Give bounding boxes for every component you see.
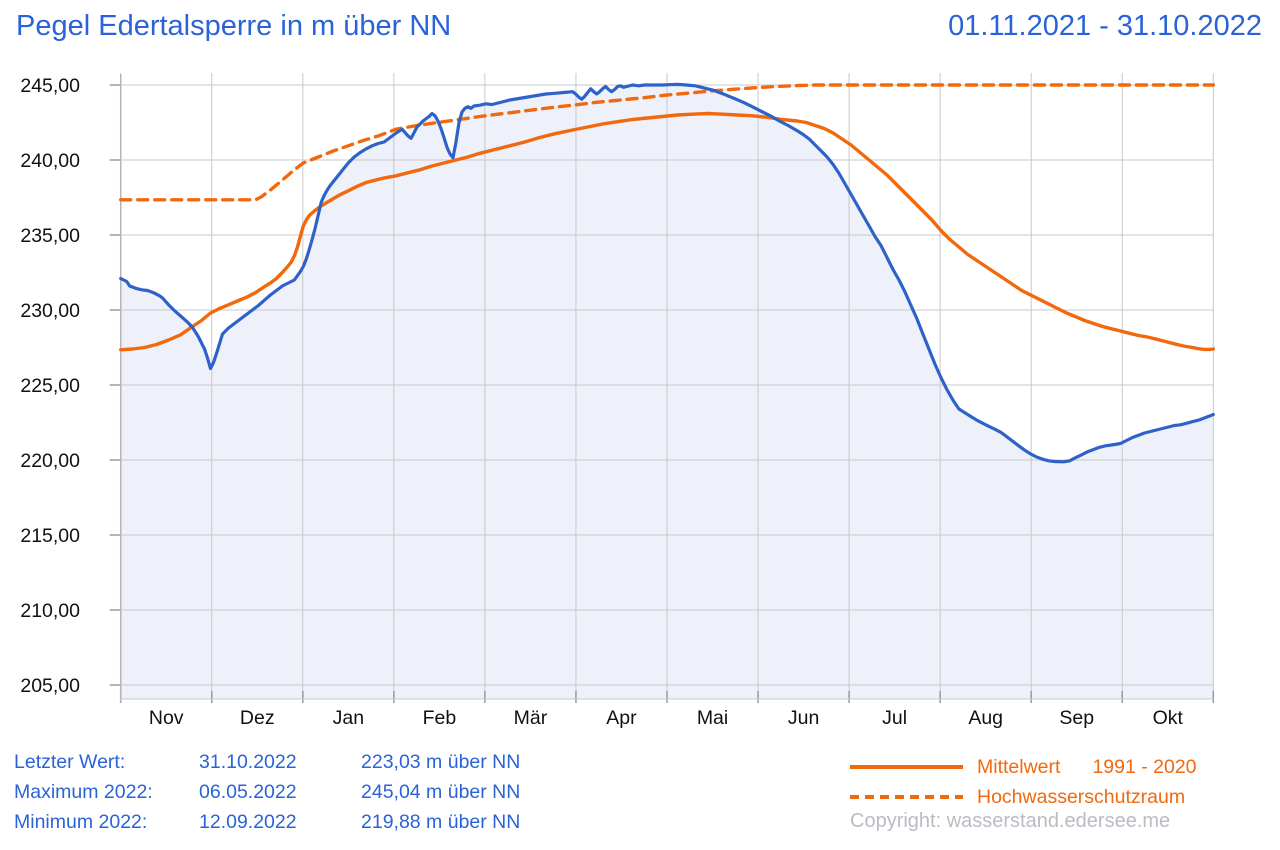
stat-date: 12.09.2022 (199, 810, 297, 833)
page-title: Pegel Edertalsperre in m über NN (16, 10, 452, 42)
legend: Mittelwert 1991 - 2020 Hochwasserschutzr… (850, 752, 1197, 812)
y-tick-label: 225,00 (20, 375, 80, 397)
y-tick-label: 210,00 (20, 600, 80, 622)
legend-label-mittelwert: Mittelwert (977, 755, 1061, 778)
stat-value: 219,88 m über NN (361, 810, 521, 833)
stat-row-letzter-wert: Letzter Wert: 31.10.2022 223,03 m über N… (14, 747, 574, 777)
x-month-label: Nov (149, 707, 184, 729)
mittelwert-line (118, 111, 1216, 352)
x-month-label: Jun (788, 707, 819, 729)
y-tick-label: 245,00 (20, 75, 80, 97)
stats-block: Letzter Wert: 31.10.2022 223,03 m über N… (14, 747, 574, 837)
x-month-label: Jul (882, 707, 907, 729)
stat-row-minimum: Minimum 2022: 12.09.2022 219,88 m über N… (14, 807, 574, 837)
y-tick-label: 240,00 (20, 150, 80, 172)
y-tick-label: 215,00 (20, 525, 80, 547)
x-month-label: Apr (606, 707, 637, 729)
hochwasserschutzraum-line-swatch (850, 795, 963, 799)
legend-row-hochwasserschutzraum: Hochwasserschutzraum (850, 782, 1197, 812)
x-month-label: Feb (423, 707, 457, 729)
hochwasserschutzraum-line (118, 83, 1216, 202)
stat-label: Letzter Wert: (14, 750, 126, 773)
x-month-label: Okt (1153, 707, 1184, 729)
stat-date: 31.10.2022 (199, 750, 297, 773)
x-month-label: Mai (697, 707, 728, 729)
copyright-notice: Copyright: wasserstand.edersee.me (850, 810, 1171, 832)
stat-label: Maximum 2022: (14, 780, 153, 803)
x-month-label: Jan (333, 707, 364, 729)
date-range: 01.11.2021 - 31.10.2022 (948, 10, 1262, 42)
stat-label: Minimum 2022: (14, 810, 148, 833)
pegel-line (119, 82, 1215, 464)
stat-value: 245,04 m über NN (361, 780, 521, 803)
x-month-label: Aug (968, 707, 1003, 729)
x-month-label: Mär (514, 707, 548, 729)
stat-row-maximum: Maximum 2022: 06.05.2022 245,04 m über N… (14, 777, 574, 807)
y-tick-label: 230,00 (20, 300, 80, 322)
y-tick-label: 220,00 (20, 450, 80, 472)
x-month-label: Sep (1059, 707, 1094, 729)
stat-date: 06.05.2022 (199, 780, 297, 803)
legend-period-mittelwert: 1991 - 2020 (1092, 755, 1197, 778)
x-month-label: Dez (240, 707, 275, 729)
legend-label-hochwasserschutzraum: Hochwasserschutzraum (977, 785, 1186, 808)
stat-value: 223,03 m über NN (361, 750, 521, 773)
mittelwert-line-swatch (850, 765, 963, 769)
y-tick-label: 235,00 (20, 225, 80, 247)
y-tick-label: 205,00 (20, 675, 80, 697)
legend-row-mittelwert: Mittelwert 1991 - 2020 (850, 752, 1197, 782)
